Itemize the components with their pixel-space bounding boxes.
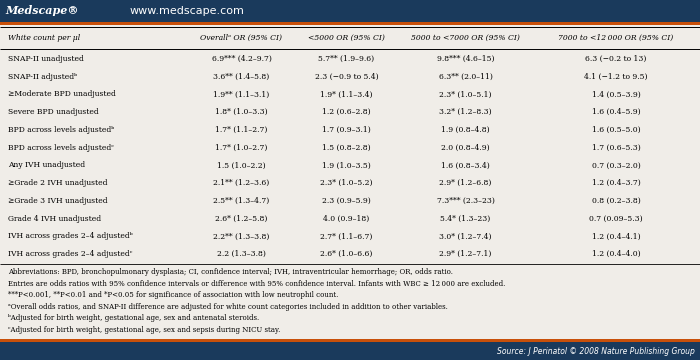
Text: 2.3* (1.0–5.1): 2.3* (1.0–5.1) [440,90,491,98]
Text: 1.7 (0.9–3.1): 1.7 (0.9–3.1) [322,126,371,134]
Text: 1.7* (1.0–2.7): 1.7* (1.0–2.7) [216,144,267,152]
Text: 1.9 (0.8–4.8): 1.9 (0.8–4.8) [441,126,490,134]
Text: IVH across grades 2–4 adjustedᶜ: IVH across grades 2–4 adjustedᶜ [8,250,133,258]
Bar [0,339,700,342]
Text: 2.3 (−0.9 to 5.4): 2.3 (−0.9 to 5.4) [315,73,378,81]
Text: 1.8* (1.0–3.3): 1.8* (1.0–3.3) [215,108,268,116]
Text: 2.6* (1.0–6.6): 2.6* (1.0–6.6) [321,250,372,258]
Text: ᵇAdjusted for birth weight, gestational age, sex and antenatal steroids.: ᵇAdjusted for birth weight, gestational … [8,314,260,322]
Text: ***P<0.001, **P<0.01 and *P<0.05 for significance of association with low neutro: ***P<0.001, **P<0.01 and *P<0.05 for sig… [8,291,339,299]
Text: ≥Moderate BPD unadjusted: ≥Moderate BPD unadjusted [8,90,116,98]
Text: 5.4* (1.3–23): 5.4* (1.3–23) [440,215,491,222]
Text: Entries are odds ratios with 95% confidence intervals or difference with 95% con: Entries are odds ratios with 95% confide… [8,280,506,288]
Text: 9.8*** (4.6–15): 9.8*** (4.6–15) [437,55,494,63]
Text: Severe BPD unadjusted: Severe BPD unadjusted [8,108,99,116]
Text: 2.3* (1.0–5.2): 2.3* (1.0–5.2) [321,179,372,187]
Text: 2.6* (1.2–5.8): 2.6* (1.2–5.8) [216,215,267,222]
Text: 1.9* (1.1–3.4): 1.9* (1.1–3.4) [321,90,372,98]
Text: 2.2 (1.3–3.8): 2.2 (1.3–3.8) [217,250,266,258]
Text: 5.7** (1.9–9.6): 5.7** (1.9–9.6) [318,55,374,63]
Text: 1.5 (0.8–2.8): 1.5 (0.8–2.8) [322,144,371,152]
Bar [0,0,700,22]
Text: Abbreviations: BPD, bronchopulmonary dysplasia; CI, confidence interval; IVH, in: Abbreviations: BPD, bronchopulmonary dys… [8,268,454,276]
Text: 1.6 (0.4–5.9): 1.6 (0.4–5.9) [592,108,640,116]
Text: 1.6 (0.5–5.0): 1.6 (0.5–5.0) [592,126,640,134]
Text: 3.0* (1.2–7.4): 3.0* (1.2–7.4) [440,232,491,240]
Text: ᶜAdjusted for birth weight, gestational age, sex and sepsis during NICU stay.: ᶜAdjusted for birth weight, gestational … [8,325,281,334]
Text: 0.7 (0.09–5.3): 0.7 (0.09–5.3) [589,215,643,222]
Text: 2.3 (0.9–5.9): 2.3 (0.9–5.9) [322,197,371,205]
Text: 2.9* (1.2–7.1): 2.9* (1.2–7.1) [440,250,491,258]
Text: 1.7* (1.1–2.7): 1.7* (1.1–2.7) [216,126,267,134]
Text: <5000 OR (95% CI): <5000 OR (95% CI) [308,34,385,42]
Text: Any IVH unadjusted: Any IVH unadjusted [8,161,85,169]
Text: 5000 to <7000 OR (95% CI): 5000 to <7000 OR (95% CI) [411,34,520,42]
Text: 1.5 (1.0–2.2): 1.5 (1.0–2.2) [217,161,266,169]
Text: 7000 to <12 000 OR (95% CI): 7000 to <12 000 OR (95% CI) [559,34,673,42]
Text: 4.1 (−1.2 to 9.5): 4.1 (−1.2 to 9.5) [584,73,648,81]
Text: 2.5** (1.3–4.7): 2.5** (1.3–4.7) [214,197,270,205]
Bar [0,342,700,360]
Text: ≥Grade 2 IVH unadjusted: ≥Grade 2 IVH unadjusted [8,179,108,187]
Text: 1.2 (0.4–3.7): 1.2 (0.4–3.7) [592,179,640,187]
Text: 1.2 (0.4–4.1): 1.2 (0.4–4.1) [592,232,640,240]
Text: 1.6 (0.8–3.4): 1.6 (0.8–3.4) [441,161,490,169]
Text: BPD across levels adjustedᵇ: BPD across levels adjustedᵇ [8,126,115,134]
Text: BPD across levels adjustedᶜ: BPD across levels adjustedᶜ [8,144,114,152]
Text: 4.0 (0.9–18): 4.0 (0.9–18) [323,215,370,222]
Text: 2.2** (1.3–3.8): 2.2** (1.3–3.8) [214,232,270,240]
Text: 1.2 (0.6–2.8): 1.2 (0.6–2.8) [322,108,371,116]
Text: 3.2* (1.2–8.3): 3.2* (1.2–8.3) [439,108,492,116]
Text: 1.9 (1.0–3.5): 1.9 (1.0–3.5) [322,161,371,169]
Text: 6.3 (−0.2 to 13): 6.3 (−0.2 to 13) [585,55,647,63]
Text: 1.7 (0.6–5.3): 1.7 (0.6–5.3) [592,144,640,152]
Text: SNAP-II adjustedᵇ: SNAP-II adjustedᵇ [8,73,78,81]
Text: 1.9** (1.1–3.1): 1.9** (1.1–3.1) [214,90,270,98]
Text: 2.0 (0.8–4.9): 2.0 (0.8–4.9) [441,144,490,152]
Text: ᵃOverall odds ratios, and SNAP-II difference are adjusted for white count catego: ᵃOverall odds ratios, and SNAP-II differ… [8,302,448,311]
Text: 0.8 (0.2–3.8): 0.8 (0.2–3.8) [592,197,640,205]
Text: www.medscape.com: www.medscape.com [130,6,245,16]
Text: White count per μl: White count per μl [8,34,81,42]
Text: Overallᵃ OR (95% CI): Overallᵃ OR (95% CI) [200,34,283,42]
Text: 1.4 (0.5–3.9): 1.4 (0.5–3.9) [592,90,640,98]
Text: 3.6** (1.4–5.8): 3.6** (1.4–5.8) [214,73,270,81]
Text: ≥Grade 3 IVH unadjusted: ≥Grade 3 IVH unadjusted [8,197,108,205]
Text: Grade 4 IVH unadjusted: Grade 4 IVH unadjusted [8,215,101,222]
Text: 7.3*** (2.3–23): 7.3*** (2.3–23) [437,197,494,205]
Text: SNAP-II unadjusted: SNAP-II unadjusted [8,55,84,63]
Text: Source: J Perinatol © 2008 Nature Publishing Group: Source: J Perinatol © 2008 Nature Publis… [497,346,695,356]
Text: 6.9*** (4.2–9.7): 6.9*** (4.2–9.7) [211,55,272,63]
Text: 6.3** (2.0–11): 6.3** (2.0–11) [439,73,492,81]
Text: 1.2 (0.4–4.0): 1.2 (0.4–4.0) [592,250,640,258]
Text: 0.7 (0.3–2.0): 0.7 (0.3–2.0) [592,161,640,169]
Text: IVH across grades 2–4 adjustedᵇ: IVH across grades 2–4 adjustedᵇ [8,232,133,240]
Text: 2.9* (1.2–6.8): 2.9* (1.2–6.8) [440,179,491,187]
Text: Medscape®: Medscape® [5,5,78,17]
Text: 2.1** (1.2–3.6): 2.1** (1.2–3.6) [214,179,270,187]
Text: 2.7* (1.1–6.7): 2.7* (1.1–6.7) [321,232,372,240]
Bar [0,22,700,25]
